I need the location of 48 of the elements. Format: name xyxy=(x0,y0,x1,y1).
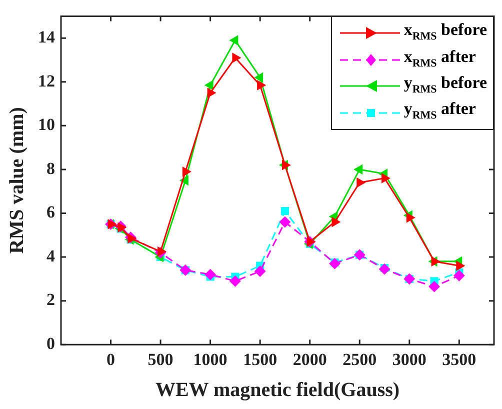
point xyxy=(356,178,366,188)
point xyxy=(204,80,214,90)
x-tick-label: 3500 xyxy=(442,350,476,370)
point xyxy=(431,256,440,266)
x-tick-label: 0 xyxy=(106,350,116,370)
y-tick-label: 8 xyxy=(46,158,55,178)
point xyxy=(332,217,340,227)
point xyxy=(182,166,191,176)
y-tick-label: 10 xyxy=(38,115,55,134)
y-axis-title: RMS value (mm) xyxy=(6,107,28,254)
x-tick-label: 500 xyxy=(148,350,174,370)
point xyxy=(230,35,238,46)
x-tick-label: 3000 xyxy=(392,350,426,370)
point xyxy=(428,281,440,292)
legend-label: y$_{RMS}$ after xyxy=(404,99,476,124)
x-tick-label: 2000 xyxy=(292,350,327,370)
point xyxy=(254,72,264,82)
point xyxy=(454,270,465,282)
x-tick-label: 1500 xyxy=(243,350,278,370)
point xyxy=(456,260,465,271)
x-axis-title: WEW magnetic field(Gauss) xyxy=(155,379,400,402)
point xyxy=(329,258,340,270)
x-tick-label: 1000 xyxy=(193,350,228,370)
point xyxy=(306,236,316,247)
legend-label: y$_{RMS}$ before xyxy=(404,72,487,98)
point xyxy=(207,88,216,98)
legend-label: x$_{RMS}$ before xyxy=(404,20,487,45)
point xyxy=(158,246,166,256)
y-tick-label: 0 xyxy=(46,334,55,353)
point xyxy=(282,160,290,170)
point xyxy=(354,164,363,174)
point xyxy=(406,212,415,222)
y-tick-label: 4 xyxy=(46,246,56,266)
point xyxy=(379,264,390,275)
x-tick-label: 2500 xyxy=(342,350,377,370)
point xyxy=(279,216,290,228)
point xyxy=(204,269,216,280)
y-tick-label: 12 xyxy=(38,71,55,90)
legend-label: x$_{RMS}$ after xyxy=(404,46,476,71)
y-tick-label: 14 xyxy=(38,27,56,46)
point xyxy=(382,173,390,184)
point xyxy=(230,276,241,287)
point xyxy=(254,266,266,277)
y-tick-label: 6 xyxy=(46,202,55,222)
point xyxy=(280,207,289,216)
point xyxy=(257,80,266,90)
point xyxy=(232,52,241,63)
y-tick-label: 2 xyxy=(46,290,55,310)
